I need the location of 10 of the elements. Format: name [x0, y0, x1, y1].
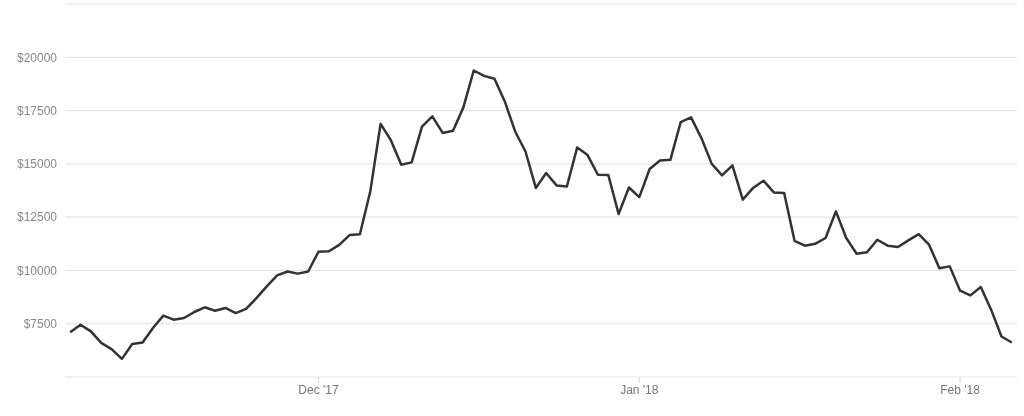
x-tick-label: Jan '18: [620, 382, 659, 397]
line-series: [68, 69, 1014, 361]
y-tick-label: $17500: [16, 103, 58, 118]
x-tick-label: Feb '18: [940, 382, 981, 397]
y-tick-label: $10000: [16, 263, 58, 278]
y-tick-label: $15000: [16, 157, 58, 172]
x-tick-label: Dec '17: [298, 382, 339, 397]
y-tick-label: $12500: [16, 210, 58, 225]
y-tick-label: $7500: [23, 316, 58, 331]
y-tick-label: $20000: [16, 50, 58, 65]
